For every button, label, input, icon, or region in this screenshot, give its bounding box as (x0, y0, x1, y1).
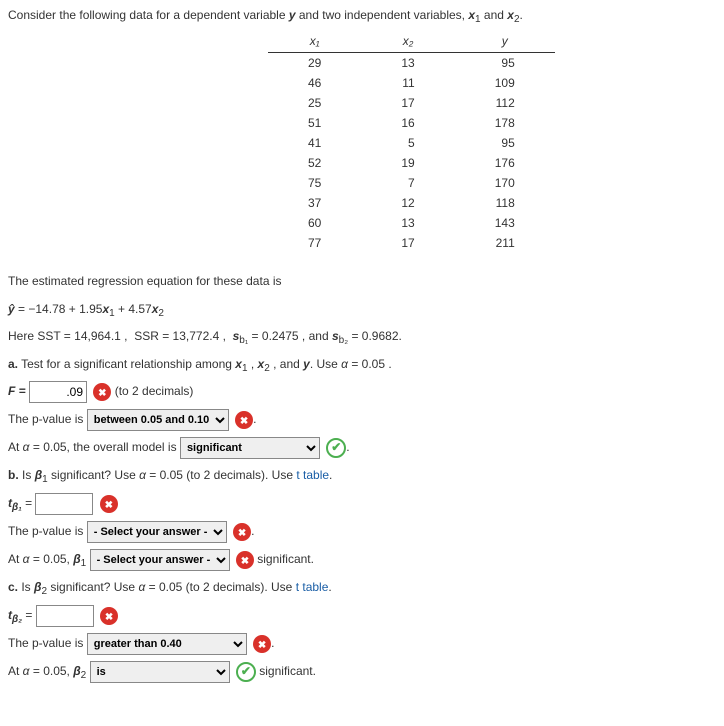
sst-ssr-line: Here SST = 14,964.1 , SSR = 13,772.4 , s… (8, 326, 716, 348)
wrong-icon (253, 635, 271, 653)
table-row: 7717211 (268, 233, 555, 253)
table-cell: 178 (455, 113, 555, 133)
regression-intro: The estimated regression equation for th… (8, 271, 716, 293)
table-cell: 7 (361, 173, 454, 193)
table-cell: 25 (268, 93, 361, 113)
pvalue-c-select[interactable]: greater than 0.40 (87, 633, 247, 655)
table-cell: 77 (268, 233, 361, 253)
f-label: F = (8, 385, 26, 399)
model-sig-row: At α = 0.05, the overall model is signif… (8, 437, 716, 459)
part-c-prompt: c. Is β2 significant? Use α = 0.05 (to 2… (8, 577, 716, 599)
table-cell: 41 (268, 133, 361, 153)
table-row: 41595 (268, 133, 555, 153)
table-cell: 51 (268, 113, 361, 133)
table-cell: 118 (455, 193, 555, 213)
tb1-row: tβ₁ = (8, 493, 716, 515)
part-a-prompt: a. Test for a significant relationship a… (8, 354, 716, 376)
t-table-link[interactable]: t table (296, 468, 329, 482)
f-input[interactable] (29, 381, 87, 403)
table-cell: 60 (268, 213, 361, 233)
tb1-input[interactable] (35, 493, 93, 515)
table-cell: 37 (268, 193, 361, 213)
table-cell: 52 (268, 153, 361, 173)
col-header: x₂ (361, 30, 454, 53)
intro-text: Consider the following data for a depend… (8, 8, 716, 22)
pvalue-b-row: The p-value is - Select your answer - . (8, 521, 716, 543)
pvalue-a-select[interactable]: between 0.05 and 0.10 (87, 409, 229, 431)
right-icon (236, 662, 256, 682)
table-row: 291395 (268, 53, 555, 74)
table-cell: 95 (455, 133, 555, 153)
table-cell: 5 (361, 133, 454, 153)
table-cell: 75 (268, 173, 361, 193)
sig-text: significant. (259, 664, 316, 678)
b2-sig-row: At α = 0.05, β2 is significant. (8, 661, 716, 683)
model-select[interactable]: significant (180, 437, 320, 459)
table-cell: 13 (361, 53, 454, 74)
wrong-icon (235, 411, 253, 429)
table-cell: 17 (361, 93, 454, 113)
table-cell: 211 (455, 233, 555, 253)
table-cell: 19 (361, 153, 454, 173)
table-row: 757170 (268, 173, 555, 193)
table-cell: 13 (361, 213, 454, 233)
b1-sig-row: At α = 0.05, β1 - Select your answer - s… (8, 549, 716, 571)
table-cell: 29 (268, 53, 361, 74)
table-row: 2517112 (268, 93, 555, 113)
table-cell: 17 (361, 233, 454, 253)
pvalue-a-row: The p-value is between 0.05 and 0.10 . (8, 409, 716, 431)
col-header: x₁ (268, 30, 361, 53)
table-cell: 12 (361, 193, 454, 213)
table-row: 6013143 (268, 213, 555, 233)
table-header-row: x₁ x₂ y (268, 30, 555, 53)
table-cell: 109 (455, 73, 555, 93)
table-cell: 143 (455, 213, 555, 233)
table-cell: 112 (455, 93, 555, 113)
b1-select[interactable]: - Select your answer - (90, 549, 230, 571)
wrong-icon (236, 551, 254, 569)
wrong-icon (93, 383, 111, 401)
b2-select[interactable]: is (90, 661, 230, 683)
decimals-note: (to 2 decimals) (115, 385, 194, 399)
col-header: y (455, 30, 555, 53)
wrong-icon (233, 523, 251, 541)
table-cell: 11 (361, 73, 454, 93)
table-cell: 176 (455, 153, 555, 173)
pvalue-label: The p-value is (8, 524, 83, 538)
table-cell: 95 (455, 53, 555, 74)
pvalue-b-select[interactable]: - Select your answer - (87, 521, 227, 543)
table-cell: 46 (268, 73, 361, 93)
pvalue-c-row: The p-value is greater than 0.40 . (8, 633, 716, 655)
table-row: 5219176 (268, 153, 555, 173)
pvalue-label: The p-value is (8, 413, 83, 427)
wrong-icon (100, 495, 118, 513)
table-cell: 16 (361, 113, 454, 133)
sig-text: significant. (257, 552, 314, 566)
table-cell: 170 (455, 173, 555, 193)
t-table-link[interactable]: t table (296, 580, 329, 594)
table-row: 5116178 (268, 113, 555, 133)
regression-equation: ŷ = −14.78 + 1.95x1 + 4.57x2 (8, 299, 716, 321)
table-row: 4611109 (268, 73, 555, 93)
part-b-prompt: b. Is β1 significant? Use α = 0.05 (to 2… (8, 465, 716, 487)
right-icon (326, 438, 346, 458)
pvalue-label: The p-value is (8, 636, 83, 650)
f-stat-row: F = (to 2 decimals) (8, 381, 716, 403)
data-table: x₁ x₂ y 29139546111092517112511617841595… (268, 30, 555, 253)
wrong-icon (100, 607, 118, 625)
tb2-row: tβ₂ = (8, 605, 716, 627)
table-row: 3712118 (268, 193, 555, 213)
tb2-input[interactable] (36, 605, 94, 627)
